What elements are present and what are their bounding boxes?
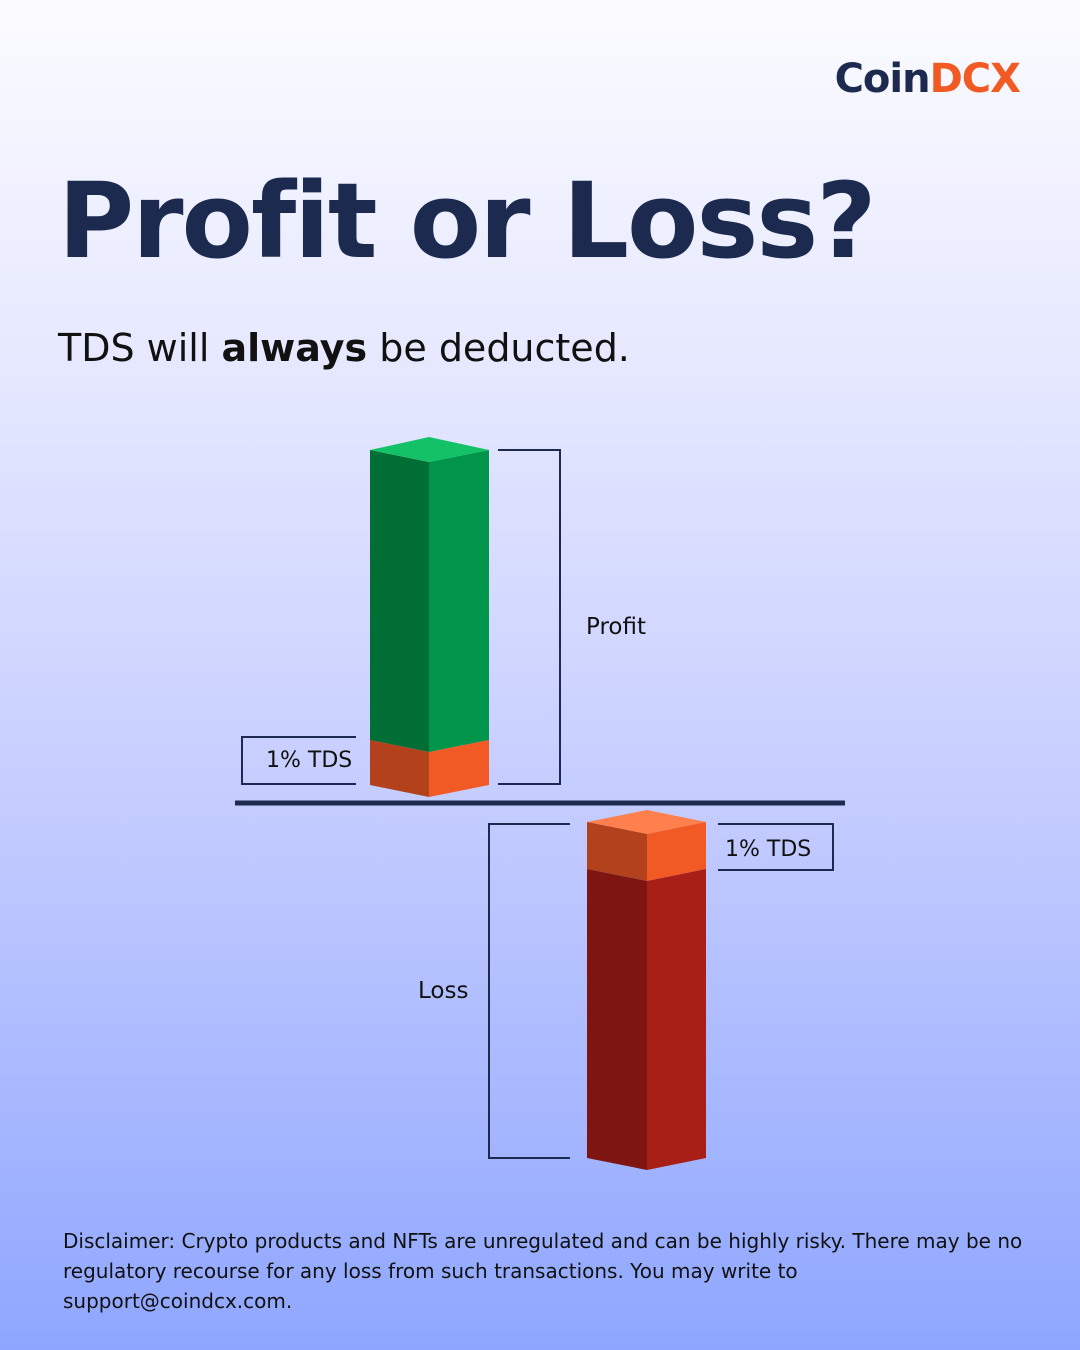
profit-bar-left-face <box>370 450 429 752</box>
profit-tds-label-box <box>241 736 356 785</box>
coindcx-logo: CoinDCX <box>834 56 1021 102</box>
profit-tds-right-face <box>429 740 489 797</box>
subtitle: TDS will always be deducted. <box>58 326 630 370</box>
subtitle-bold: always <box>221 326 368 370</box>
subtitle-before: TDS will <box>58 326 222 370</box>
loss-bar <box>587 810 706 1170</box>
profit-bracket <box>498 449 561 785</box>
profit-bar-right-face <box>429 450 489 752</box>
loss-bar-right-face <box>647 869 706 1170</box>
loss-label: Loss <box>418 978 468 1004</box>
profit-bar <box>370 437 489 797</box>
profit-label: Profit <box>586 614 646 640</box>
profit-bar-top-face <box>370 437 489 462</box>
profit-tds-left-face <box>370 740 429 797</box>
loss-tds-label-box <box>718 823 834 871</box>
loss-tds-top-face <box>587 810 706 834</box>
page-title: Profit or Loss? <box>58 160 877 282</box>
disclaimer-text: Disclaimer: Crypto products and NFTs are… <box>63 1229 1023 1313</box>
loss-bracket <box>488 823 570 1159</box>
profit-tds-label: 1% TDS <box>266 748 352 773</box>
loss-tds-right-face <box>647 822 706 881</box>
loss-bar-left-face <box>587 869 647 1170</box>
subtitle-after: be deducted. <box>367 326 630 370</box>
loss-tds-left-face <box>587 822 647 881</box>
logo-coin-text: Coin <box>834 56 931 102</box>
logo-dcx-text: DCX <box>929 56 1021 102</box>
loss-tds-label: 1% TDS <box>725 837 811 862</box>
